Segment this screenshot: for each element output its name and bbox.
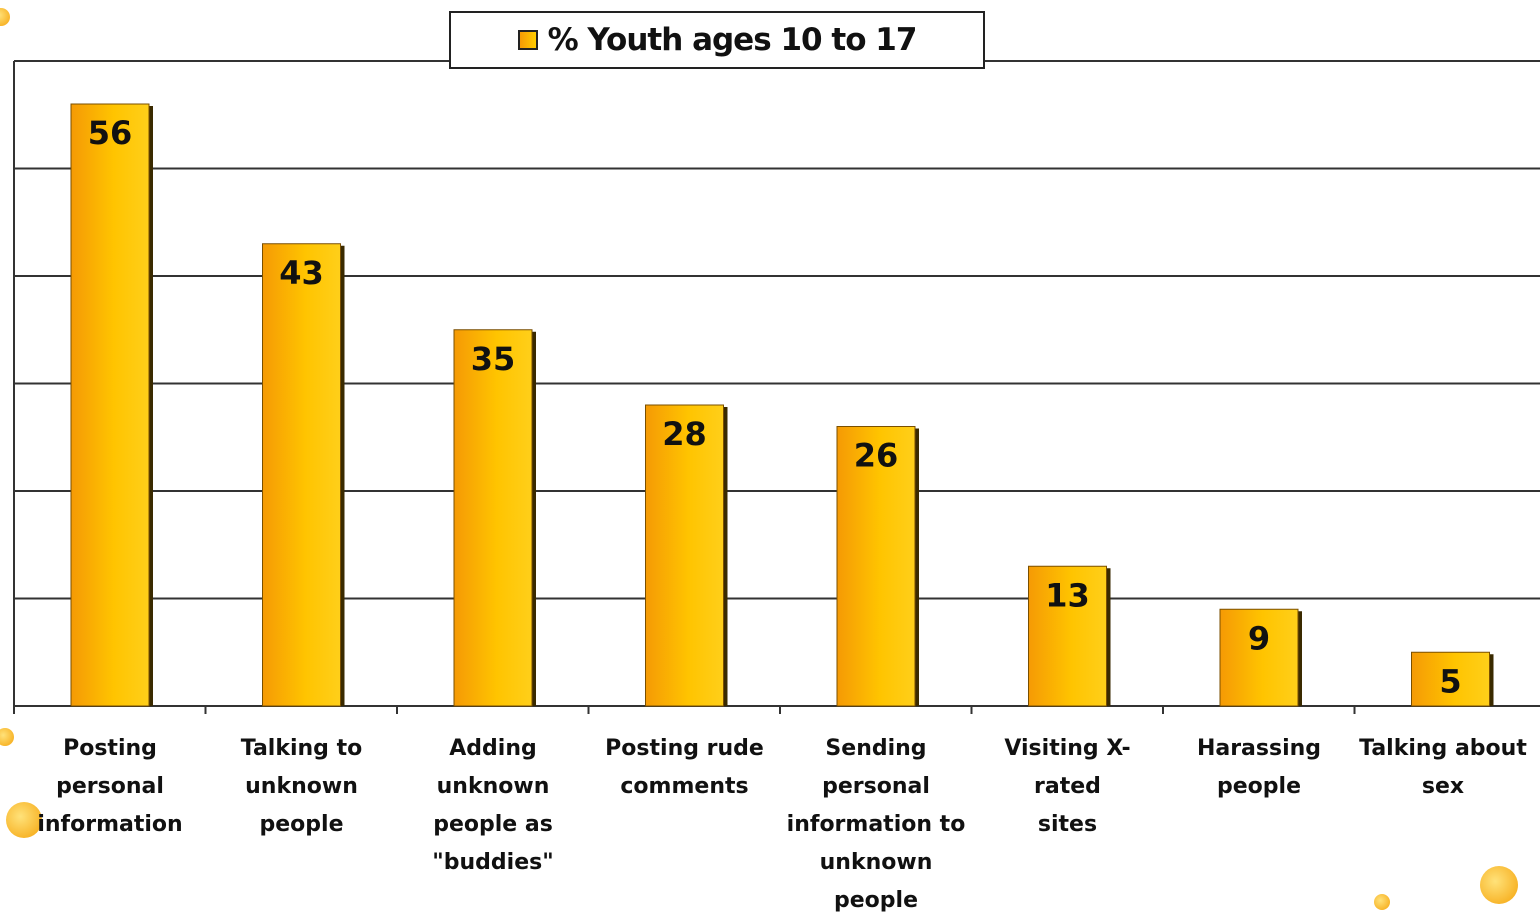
bar bbox=[453, 329, 533, 707]
legend-label: % Youth ages 10 to 17 bbox=[547, 22, 918, 58]
bar bbox=[262, 243, 341, 707]
x-tick-label: Adding unknown people as "buddies" bbox=[432, 736, 554, 875]
x-tick-label: Posting personal information bbox=[37, 736, 183, 837]
decor-dot-right-small bbox=[1374, 894, 1390, 910]
x-tick-label: Talking about sex bbox=[1359, 736, 1527, 799]
x-tick-label: Posting rude comments bbox=[605, 736, 764, 799]
data-label: 9 bbox=[1248, 619, 1270, 657]
legend-swatch bbox=[517, 30, 538, 50]
bar bbox=[1219, 608, 1299, 707]
data-label: 5 bbox=[1439, 662, 1461, 700]
data-labels: 56 43 35 28 26 13 9 5 bbox=[88, 114, 1462, 700]
decor-dot-left-big bbox=[6, 802, 42, 838]
decor-dot-left-mid bbox=[0, 728, 14, 746]
gridlines bbox=[14, 60, 1540, 600]
bars bbox=[70, 103, 1494, 707]
bar bbox=[645, 404, 724, 707]
data-label: 35 bbox=[471, 340, 516, 378]
bar bbox=[70, 103, 150, 707]
x-tick-label: Harassing people bbox=[1196, 736, 1322, 799]
x-tick-label: Visiting X-rated sites bbox=[1004, 736, 1131, 837]
x-tick-label: Sending personal information to unknown … bbox=[786, 736, 966, 913]
legend: % Youth ages 10 to 17 bbox=[449, 11, 985, 69]
decor-dot-right-big bbox=[1480, 866, 1518, 904]
bar bbox=[1028, 565, 1107, 707]
data-label: 43 bbox=[279, 254, 324, 292]
x-axis bbox=[13, 61, 1540, 714]
decor-dot-left-top bbox=[0, 8, 10, 26]
data-label: 26 bbox=[854, 437, 899, 475]
data-label: 56 bbox=[88, 114, 133, 152]
bar bbox=[836, 426, 916, 707]
x-tick-label: Talking to unknown people bbox=[240, 736, 363, 837]
data-label: 13 bbox=[1045, 576, 1090, 614]
data-label: 28 bbox=[662, 415, 707, 453]
bar bbox=[1411, 651, 1490, 707]
